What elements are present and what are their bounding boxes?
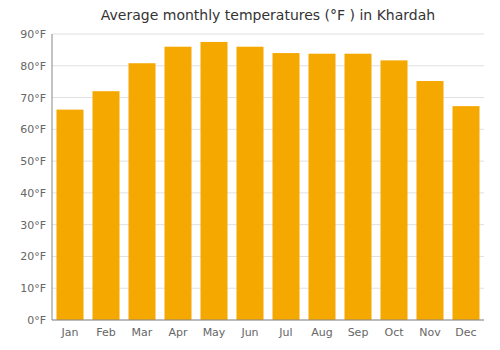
y-tick-label: 30°F xyxy=(20,219,46,232)
x-tick-label: Nov xyxy=(419,326,441,339)
title: Average monthly temperatures (°F ) in Kh… xyxy=(101,7,435,23)
y-tick-label: 50°F xyxy=(20,155,46,168)
x-axis: Jan Feb Mar Apr May Jun Jul Aug Sep Oct Nov Dec xyxy=(61,326,477,339)
bar xyxy=(453,106,480,320)
y-axis-line xyxy=(52,34,53,320)
y-tick-label: 60°F xyxy=(20,123,46,136)
chart-container: Average monthly temperatures (°F ) in Kh… xyxy=(0,0,500,350)
bar xyxy=(165,47,192,320)
bar xyxy=(381,60,408,320)
grid-line xyxy=(52,34,484,35)
y-tick-label: 10°F xyxy=(20,282,46,295)
grid-line xyxy=(52,65,484,66)
bar xyxy=(57,110,84,320)
x-tick-label: Aug xyxy=(311,326,332,339)
x-tick-label: Mar xyxy=(132,326,153,339)
x-tick-label: Oct xyxy=(384,326,404,339)
grid-line xyxy=(52,320,484,321)
y-tick-label: 80°F xyxy=(20,60,46,73)
bar xyxy=(237,47,264,320)
bar xyxy=(93,91,120,320)
y-tick-label: 20°F xyxy=(20,250,46,263)
bar xyxy=(345,54,372,320)
x-axis-line xyxy=(52,320,484,321)
chart-svg: Average monthly temperatures (°F ) in Kh… xyxy=(0,0,500,350)
x-tick-label: Jul xyxy=(278,326,292,339)
bar xyxy=(417,81,444,320)
y-tick-label: 70°F xyxy=(20,92,46,105)
bar xyxy=(309,54,336,320)
x-tick-label: Dec xyxy=(455,326,476,339)
bars xyxy=(57,42,480,320)
x-tick-label: May xyxy=(203,326,226,339)
bar xyxy=(129,63,156,320)
y-tick-label: 40°F xyxy=(20,187,46,200)
bar xyxy=(273,53,300,320)
x-tick-label: Feb xyxy=(96,326,115,339)
x-tick-label: Apr xyxy=(168,326,188,339)
bar xyxy=(201,42,228,320)
grid xyxy=(52,34,484,320)
y-tick-label: 90°F xyxy=(20,28,46,41)
y-axis: 0°F 10°F 20°F 30°F 40°F 50°F 60°F 70°F 80°F 90°F xyxy=(20,28,46,327)
x-tick-label: Jun xyxy=(240,326,258,339)
x-tick-label: Jan xyxy=(61,326,79,339)
x-tick-label: Sep xyxy=(348,326,369,339)
y-tick-label: 0°F xyxy=(27,314,46,327)
